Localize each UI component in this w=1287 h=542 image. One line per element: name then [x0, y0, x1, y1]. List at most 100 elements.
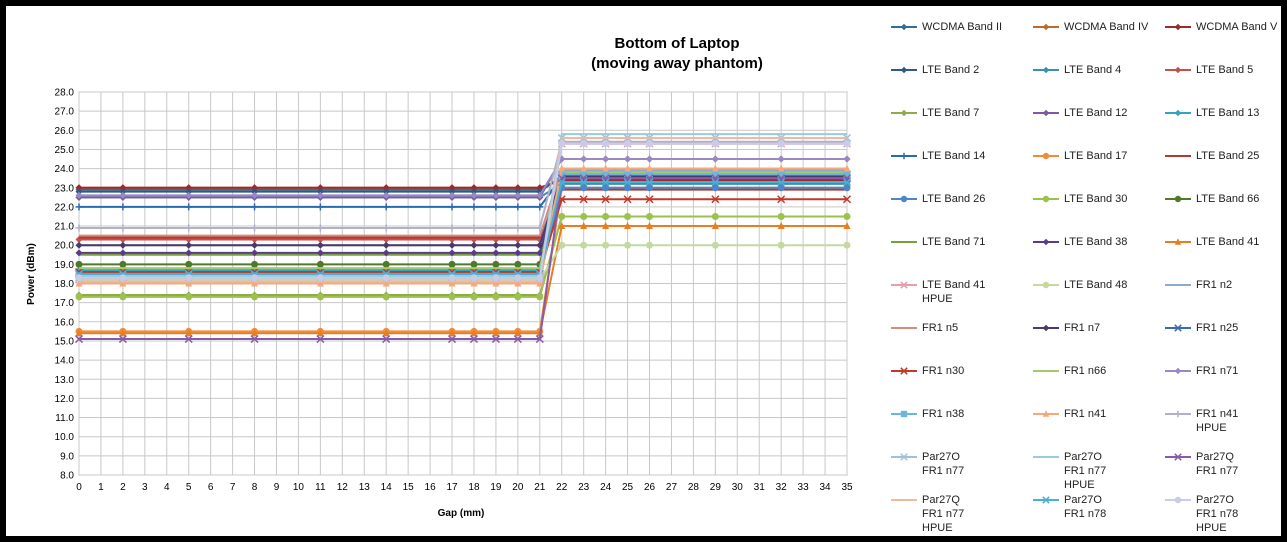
data-point — [119, 279, 127, 287]
data-point — [558, 212, 566, 220]
data-point — [316, 203, 324, 211]
data-point — [492, 260, 500, 268]
legend-item: LTE Band 17 — [1031, 149, 1166, 163]
data-point — [448, 241, 456, 249]
x-tick-label: 24 — [600, 482, 612, 493]
legend-item: LTE Band 2 — [889, 63, 1024, 77]
data-point — [645, 195, 654, 204]
legend-label: WCDMA Band II — [922, 21, 1003, 33]
data-point — [119, 241, 127, 249]
legend-item: FR1 n41 HPUE — [1163, 407, 1287, 435]
legend-label: LTE Band 5 — [1196, 64, 1254, 76]
data-point — [843, 155, 851, 163]
data-point — [382, 260, 390, 268]
data-point — [251, 249, 259, 257]
legend-label: LTE Band 17 — [1064, 150, 1128, 162]
legend-swatch — [1033, 238, 1059, 246]
data-point — [777, 164, 785, 172]
x-axis-label: Gap (mm) — [438, 508, 485, 519]
data-point — [119, 203, 127, 211]
data-point — [580, 184, 588, 192]
data-point — [382, 224, 390, 232]
data-point — [251, 188, 259, 196]
data-point — [624, 164, 632, 172]
y-tick-label: 9.0 — [60, 451, 74, 462]
data-point — [513, 335, 522, 344]
data-point — [601, 195, 610, 204]
data-point — [119, 191, 127, 199]
data-point — [185, 279, 193, 287]
legend-label: FR1 n38 — [922, 408, 965, 420]
data-point — [382, 293, 390, 301]
data-point — [711, 184, 719, 192]
data-point — [251, 279, 259, 287]
data-point — [470, 249, 478, 257]
legend-label: LTE Band 71 — [922, 236, 986, 248]
x-tick-label: 7 — [230, 482, 236, 493]
data-point — [119, 224, 127, 232]
legend-swatch — [1165, 155, 1191, 157]
legend-swatch — [1033, 324, 1059, 332]
legend-label: Par27O FR1 n77 HPUE — [1064, 451, 1107, 491]
data-point — [514, 224, 522, 232]
data-point — [777, 184, 785, 192]
y-tick-label: 22.0 — [55, 202, 75, 213]
y-tick-label: 27.0 — [55, 107, 75, 118]
data-point — [492, 279, 500, 287]
data-point — [185, 249, 193, 257]
data-point — [711, 241, 719, 249]
legend-swatch — [891, 327, 917, 329]
x-tick-label: 35 — [841, 482, 853, 493]
data-point — [492, 293, 500, 301]
legend-item: LTE Band 7 — [889, 106, 1024, 120]
legend-item: Par27Q FR1 n77 — [1163, 450, 1287, 478]
y-tick-label: 11.0 — [55, 413, 74, 424]
legend-label: Par27O FR1 n78 — [1064, 494, 1107, 520]
data-point — [514, 329, 522, 337]
legend-swatch — [1033, 23, 1059, 31]
x-tick-label: 23 — [578, 482, 590, 493]
data-point — [251, 191, 259, 199]
series-line — [79, 171, 847, 270]
legend-label: FR1 n2 — [1196, 279, 1233, 291]
data-point — [514, 249, 522, 257]
legend-swatch — [891, 23, 917, 31]
data-point — [251, 184, 259, 192]
data-point — [492, 241, 500, 249]
data-point — [646, 164, 654, 172]
data-point — [602, 170, 610, 178]
data-point — [536, 274, 544, 282]
data-point — [448, 203, 456, 211]
data-point — [75, 260, 83, 268]
x-tick-label: 25 — [622, 482, 634, 493]
y-tick-label: 18.0 — [55, 279, 75, 290]
x-tick-label: 8 — [252, 482, 258, 493]
y-tick-label: 14.0 — [55, 356, 75, 367]
data-point — [448, 184, 456, 192]
legend-swatch — [1033, 370, 1059, 372]
x-tick-label: 12 — [337, 482, 349, 493]
data-point — [711, 222, 719, 230]
data-point — [491, 335, 500, 344]
x-tick-label: 31 — [754, 482, 766, 493]
data-point — [448, 188, 456, 196]
data-point — [711, 212, 719, 220]
legend-swatch — [1033, 456, 1059, 458]
data-point — [492, 188, 500, 196]
data-point — [316, 188, 324, 196]
y-tick-label: 13.0 — [55, 375, 75, 386]
data-point — [75, 184, 83, 192]
data-point — [602, 155, 610, 163]
data-point — [448, 249, 456, 257]
y-tick-label: 20.0 — [55, 241, 75, 252]
data-point — [558, 140, 566, 148]
data-point — [536, 203, 544, 211]
data-point — [580, 140, 588, 148]
legend-label: LTE Band 12 — [1064, 107, 1128, 119]
legend-swatch — [891, 453, 917, 461]
data-point — [185, 188, 193, 196]
legend-item: LTE Band 66 — [1163, 192, 1287, 206]
data-point — [75, 293, 83, 301]
data-point — [711, 177, 720, 187]
data-point — [580, 241, 588, 249]
